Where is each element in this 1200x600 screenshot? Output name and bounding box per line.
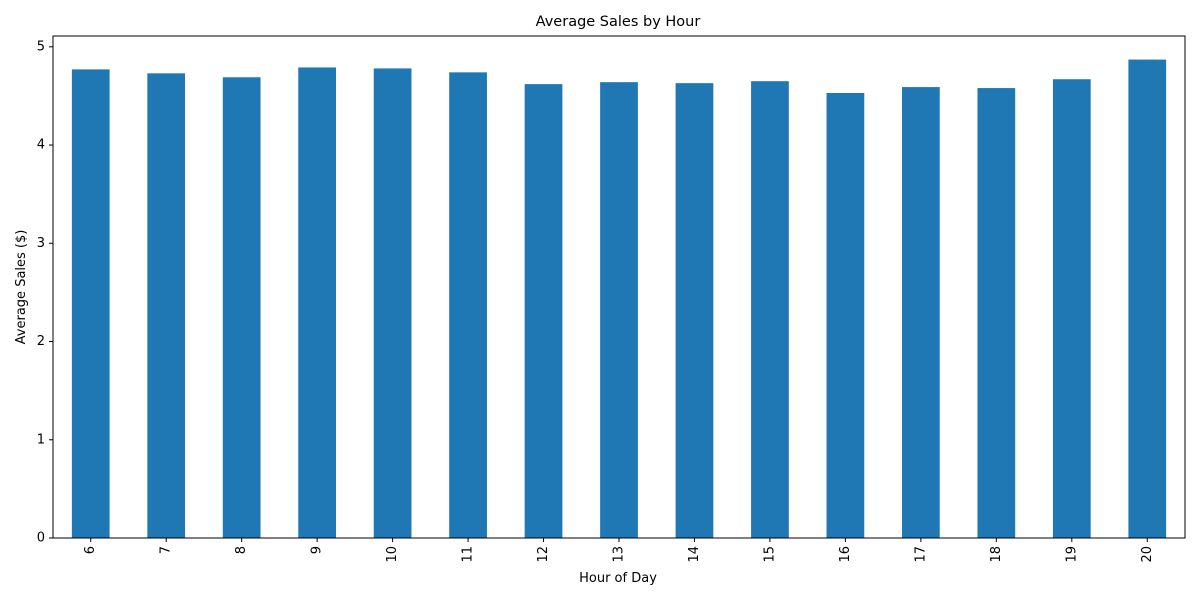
y-tick-label: 1: [37, 432, 45, 447]
y-tick-label: 4: [37, 138, 45, 153]
bar-hour-9: [298, 67, 336, 538]
x-tick-label: 18: [989, 546, 1004, 563]
x-axis-label: Hour of Day: [579, 571, 657, 586]
bar-hour-14: [675, 83, 714, 538]
bar-hour-20: [1128, 59, 1167, 538]
bars-group: [71, 59, 1167, 539]
bar-hour-11: [449, 72, 487, 539]
y-tick-label: 3: [37, 236, 45, 251]
bar-hour-7: [147, 73, 186, 539]
bar-hour-6: [71, 69, 110, 538]
x-tick-label: 9: [310, 546, 325, 554]
bar-hour-16: [826, 92, 865, 539]
bar-hour-13: [600, 82, 638, 538]
x-tick-label: 20: [1140, 546, 1155, 563]
plot-frame: [52, 35, 1186, 539]
bar-hour-8: [222, 77, 261, 538]
bar-hour-10: [373, 68, 412, 538]
x-tick-label: 12: [536, 546, 551, 563]
x-tick-label: 7: [159, 546, 174, 554]
bar-hour-12: [524, 84, 563, 538]
x-axis: 6 7 8 9 10 11 12 13 14 15 16 17 18 19 20: [83, 538, 1155, 563]
x-tick-label: 17: [913, 546, 928, 563]
y-tick-label: 5: [37, 39, 45, 54]
y-axis-label: Average Sales ($): [14, 230, 29, 345]
x-tick-label: 15: [762, 546, 777, 563]
x-tick-label: 8: [234, 546, 249, 554]
x-tick-label: 6: [83, 546, 98, 554]
y-axis: 0 1 2 3 4 5: [37, 39, 53, 546]
x-tick-label: 13: [612, 546, 627, 563]
x-tick-label: 14: [687, 546, 702, 563]
y-tick-label: 0: [37, 531, 45, 546]
bar-hour-17: [902, 87, 940, 538]
x-tick-label: 19: [1064, 546, 1079, 563]
bar-hour-19: [1052, 79, 1091, 539]
x-tick-label: 10: [385, 546, 400, 563]
y-tick-label: 2: [37, 334, 45, 349]
x-tick-label: 16: [838, 546, 853, 563]
bar-hour-15: [751, 81, 789, 539]
bar-hour-18: [977, 88, 1016, 539]
chart-title: Average Sales by Hour: [536, 14, 701, 30]
x-tick-label: 11: [461, 546, 476, 563]
